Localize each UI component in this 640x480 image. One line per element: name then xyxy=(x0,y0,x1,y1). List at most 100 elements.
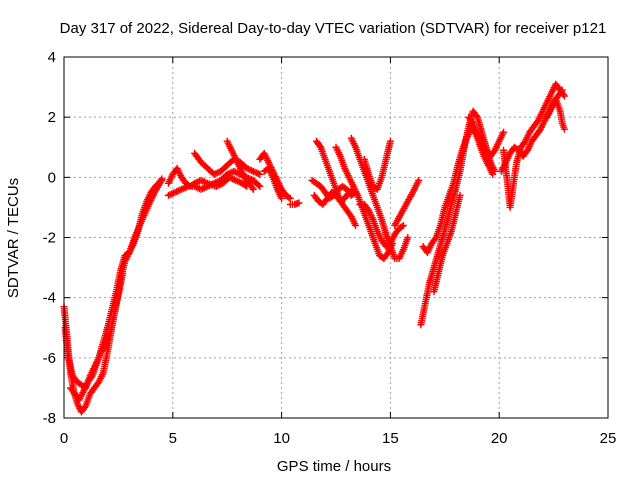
data-point-marker xyxy=(191,182,199,190)
data-point-marker xyxy=(231,168,239,176)
series-late-4 xyxy=(465,113,508,160)
data-point-marker xyxy=(243,164,251,172)
series-late-7 xyxy=(543,95,568,133)
plot-frame xyxy=(63,56,609,419)
data-point-marker xyxy=(204,182,212,190)
data-point-marker xyxy=(560,92,568,100)
data-point-marker xyxy=(278,194,286,202)
x-tick-label: 10 xyxy=(273,430,290,447)
y-axis-label: SDTVAR / TECUs xyxy=(5,178,22,298)
data-point-marker xyxy=(226,169,234,177)
data-point-marker xyxy=(256,182,264,190)
data-point-marker xyxy=(87,373,95,381)
y-tick-label: -2 xyxy=(43,230,56,247)
data-point-marker xyxy=(248,184,256,192)
data-point-marker xyxy=(404,234,412,241)
x-tick-label: 5 xyxy=(169,430,177,447)
data-point-marker xyxy=(197,185,205,193)
data-point-marker xyxy=(235,178,243,186)
data-point-marker xyxy=(456,191,464,199)
data-point-marker xyxy=(213,178,221,186)
data-point-marker xyxy=(176,186,184,194)
y-tick-label: 2 xyxy=(48,109,56,126)
data-point-marker xyxy=(352,221,360,229)
chart-title: Day 317 of 2022, Sidereal Day-to-day VTE… xyxy=(60,20,607,37)
series-mid-8 xyxy=(391,176,423,229)
data-point-marker xyxy=(174,187,182,195)
series-plateau-5 xyxy=(256,149,294,202)
data-point-marker xyxy=(199,177,207,185)
series-plateau-4 xyxy=(223,137,257,193)
data-point-marker xyxy=(244,165,252,173)
data-point-marker xyxy=(254,170,262,178)
series-late-3 xyxy=(430,191,464,296)
data-point-marker xyxy=(171,188,179,196)
data-point-marker xyxy=(472,112,480,120)
data-point-marker xyxy=(234,177,242,185)
data-point-marker xyxy=(192,183,200,191)
data-point-marker xyxy=(178,185,186,193)
data-point-marker xyxy=(431,235,439,243)
data-point-marker xyxy=(232,176,240,184)
data-point-marker xyxy=(173,188,181,196)
data-point-marker xyxy=(230,176,238,184)
data-point-marker xyxy=(194,184,202,192)
series-mid-7 xyxy=(356,200,407,251)
data-point-marker xyxy=(558,86,566,94)
series-mid-4 xyxy=(332,143,397,263)
series-mid-6 xyxy=(360,137,394,193)
data-point-marker xyxy=(197,176,205,184)
x-tick-label: 0 xyxy=(60,430,68,447)
data-point-marker xyxy=(253,169,261,177)
data-point-marker xyxy=(251,168,259,176)
data-point-marker xyxy=(233,169,241,177)
data-point-marker xyxy=(286,194,294,202)
data-point-marker xyxy=(415,176,423,184)
data-point-marker xyxy=(213,169,221,177)
data-point-marker xyxy=(210,179,218,187)
x-tick-label: 25 xyxy=(600,430,617,447)
data-point-marker xyxy=(169,189,177,197)
data-point-marker xyxy=(119,270,127,278)
axis-ticks: 0 5 10 15 20 25 -8 -6 -4 -2 0 2 4 xyxy=(43,49,617,447)
data-point-marker xyxy=(295,199,303,207)
data-point-marker xyxy=(212,170,220,178)
data-point-marker xyxy=(179,185,187,193)
y-tick-label: -8 xyxy=(43,410,56,427)
series-mid-short-1 xyxy=(286,199,303,208)
series-plateau-2 xyxy=(164,167,264,199)
data-point-marker xyxy=(500,128,508,136)
data-point-marker xyxy=(386,137,394,145)
data-point-marker xyxy=(210,170,218,178)
data-point-marker xyxy=(202,183,210,191)
data-point-marker xyxy=(256,170,264,178)
data-point-marker xyxy=(489,170,497,178)
data-point-marker xyxy=(166,191,174,199)
data-point-marker xyxy=(182,183,190,191)
series-early-dip-3 xyxy=(67,270,127,404)
series-mid-3 xyxy=(312,137,360,229)
y-tick-label: -6 xyxy=(43,350,56,367)
y-tick-label: 4 xyxy=(48,49,56,66)
data-point-marker xyxy=(468,118,476,126)
data-point-marker xyxy=(557,88,565,96)
data-point-marker xyxy=(285,193,293,201)
grid xyxy=(64,57,608,418)
data-point-marker xyxy=(200,184,208,192)
data-point-marker xyxy=(209,180,217,188)
data-point-marker xyxy=(398,222,406,230)
data-point-marker xyxy=(168,190,176,198)
series-plateau-6 xyxy=(260,164,286,202)
data-point-marker xyxy=(229,175,237,183)
data-point-marker xyxy=(181,184,189,192)
data-point-marker xyxy=(212,179,220,187)
data-point-marker xyxy=(164,191,172,199)
data-point-marker xyxy=(230,167,238,175)
data-point-marker xyxy=(316,142,324,150)
data-point-marker xyxy=(249,185,257,193)
data-point-marker xyxy=(399,221,407,229)
data-points xyxy=(60,80,568,416)
data-point-marker xyxy=(248,167,256,175)
x-tick-label: 15 xyxy=(382,430,399,447)
